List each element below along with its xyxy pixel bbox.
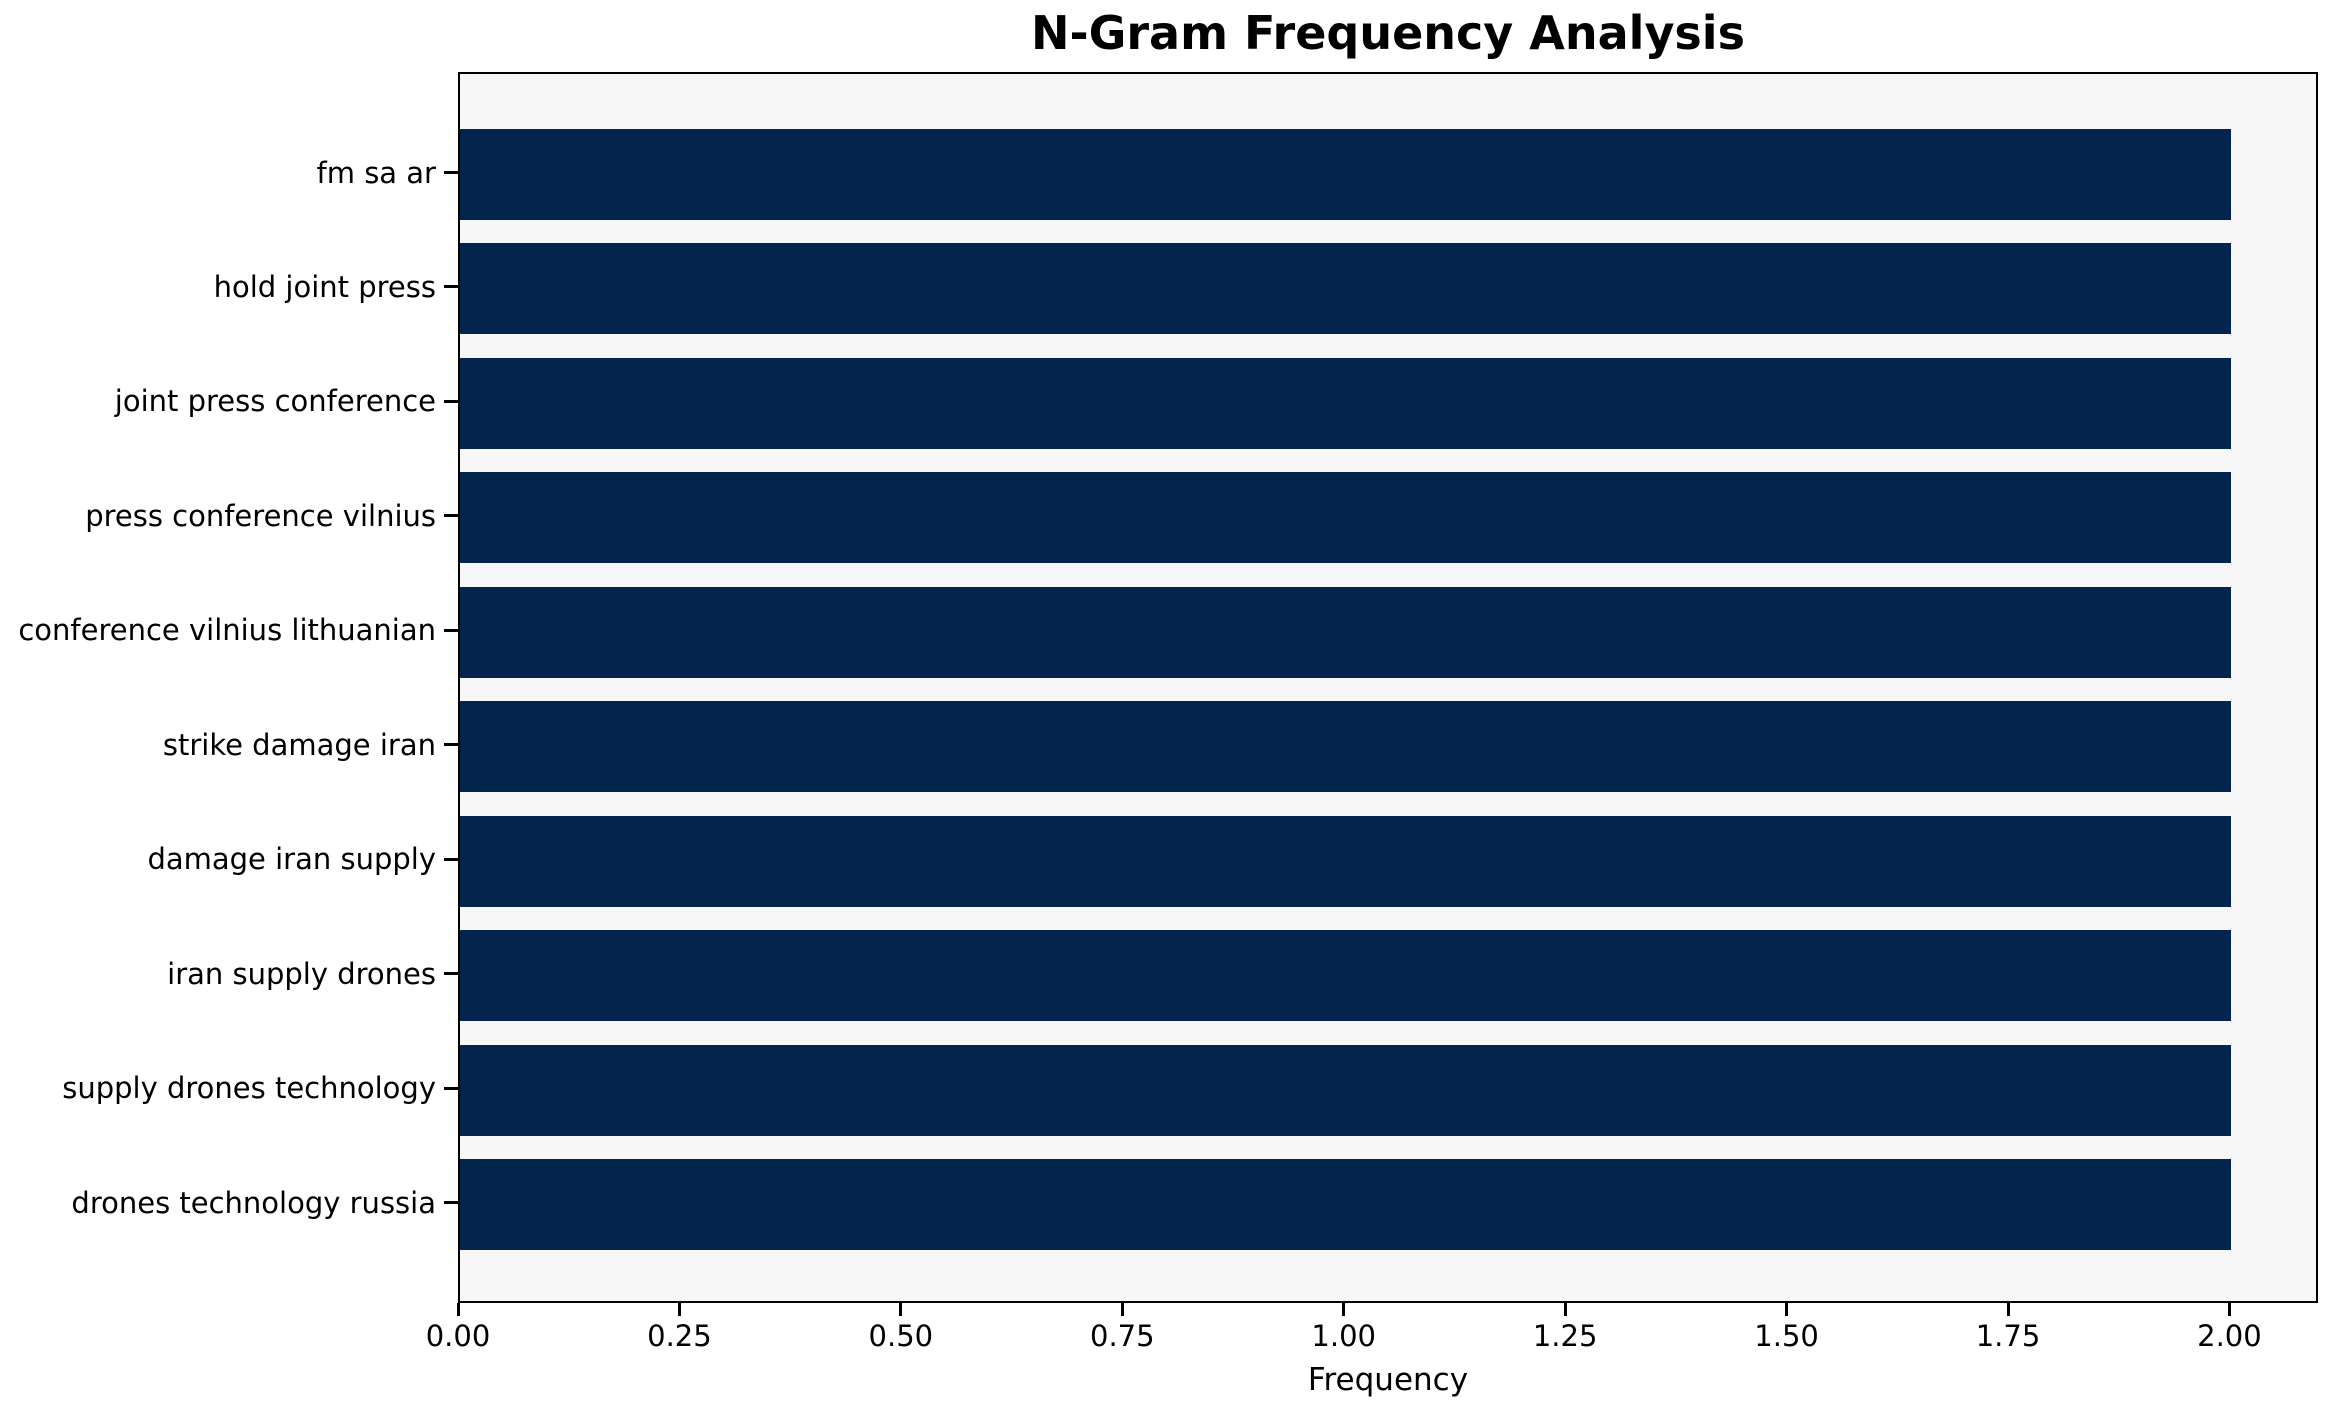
x-axis-label: Frequency bbox=[1307, 1362, 1469, 1398]
x-tick-mark bbox=[456, 1303, 460, 1316]
bar bbox=[460, 586, 2232, 678]
y-tick-mark bbox=[444, 857, 458, 861]
x-tick-label: 1.75 bbox=[1975, 1319, 2041, 1353]
bar bbox=[460, 472, 2232, 564]
x-tick-mark bbox=[1563, 1303, 1567, 1316]
y-tick-mark bbox=[444, 1201, 458, 1204]
bar bbox=[460, 1159, 2232, 1250]
y-tick-mark bbox=[444, 171, 458, 174]
bar bbox=[460, 815, 2232, 907]
y-tick-mark bbox=[444, 743, 458, 747]
bar bbox=[460, 243, 2232, 335]
x-tick-label: 1.50 bbox=[1754, 1319, 1819, 1353]
plot-area bbox=[458, 72, 2318, 1303]
x-tick-label: 0.00 bbox=[425, 1319, 491, 1353]
y-tick-label: strike damage iran bbox=[162, 727, 436, 762]
x-tick-label: 1.00 bbox=[1311, 1319, 1376, 1353]
x-tick-label: 0.50 bbox=[868, 1319, 934, 1353]
x-tick-label: 1.25 bbox=[1532, 1319, 1598, 1353]
y-tick-label: conference vilnius lithuanian bbox=[18, 613, 436, 648]
x-tick-label: 0.25 bbox=[647, 1319, 712, 1353]
x-tick-mark bbox=[1342, 1303, 1346, 1316]
y-tick-label: iran supply drones bbox=[167, 956, 436, 991]
bar bbox=[460, 129, 2232, 220]
y-tick-label: damage iran supply bbox=[147, 842, 436, 877]
y-tick-mark bbox=[444, 285, 458, 289]
x-tick-label: 0.75 bbox=[1089, 1319, 1155, 1353]
bar bbox=[460, 701, 2232, 793]
chart-title: N-Gram Frequency Analysis bbox=[1031, 6, 1745, 60]
y-tick-mark bbox=[444, 972, 458, 976]
x-tick-mark bbox=[899, 1303, 903, 1316]
x-tick-label: 2.00 bbox=[2197, 1319, 2262, 1353]
y-tick-label: fm sa ar bbox=[316, 155, 436, 190]
x-tick-mark bbox=[677, 1303, 681, 1316]
y-tick-label: drones technology russia bbox=[71, 1185, 436, 1220]
x-tick-mark bbox=[2006, 1303, 2010, 1316]
bar bbox=[460, 930, 2232, 1022]
y-tick-label: joint press conference bbox=[114, 384, 436, 419]
bar bbox=[460, 1044, 2232, 1136]
y-tick-label: hold joint press bbox=[213, 269, 436, 304]
x-tick-mark bbox=[1785, 1303, 1789, 1316]
y-tick-label: supply drones technology bbox=[62, 1071, 436, 1106]
bar bbox=[460, 357, 2232, 449]
y-tick-mark bbox=[444, 628, 458, 632]
y-tick-mark bbox=[444, 399, 458, 403]
y-tick-label: press conference vilnius bbox=[85, 498, 436, 533]
x-tick-mark bbox=[2227, 1303, 2231, 1316]
y-tick-mark bbox=[444, 514, 458, 518]
y-tick-mark bbox=[444, 1086, 458, 1090]
x-tick-mark bbox=[1120, 1303, 1124, 1316]
